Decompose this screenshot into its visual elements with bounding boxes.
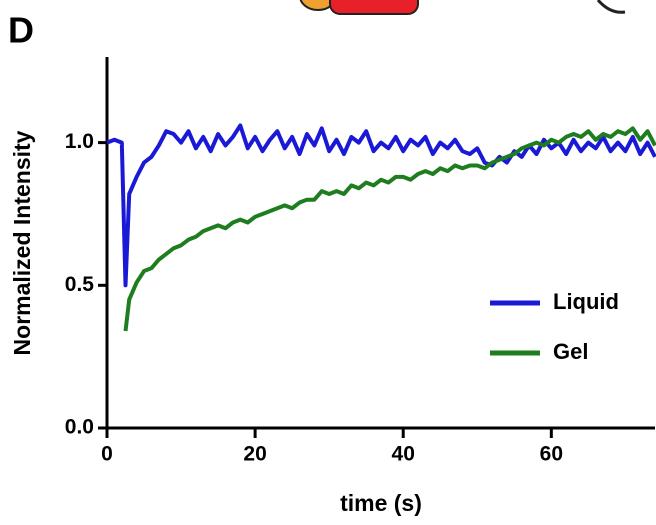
legend-label: Liquid (553, 289, 619, 314)
decoration (329, 0, 419, 15)
panel-label: D (8, 10, 34, 51)
x-axis-title: time (s) (340, 490, 422, 516)
y-tick-label: 0.5 (65, 273, 95, 296)
legend-label: Gel (553, 339, 588, 364)
y-tick-label: 1.0 (65, 130, 94, 153)
y-axis-title: Normalized Intensity (9, 130, 35, 355)
data-line (106, 123, 656, 288)
data-line (123, 126, 656, 332)
x-tick-label: 0 (101, 443, 113, 466)
x-tick-label: 20 (243, 443, 266, 466)
y-tick-label: 0.0 (65, 416, 94, 439)
decoration (596, 0, 626, 14)
decoration (299, 0, 337, 11)
x-tick-label: 40 (392, 443, 415, 466)
x-tick-label: 60 (540, 443, 563, 466)
